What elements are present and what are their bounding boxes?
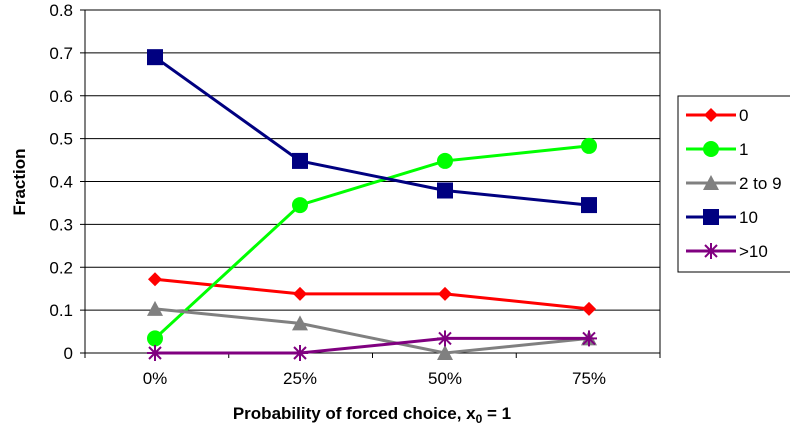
square-marker bbox=[437, 182, 453, 199]
star-marker bbox=[703, 243, 719, 259]
diamond-marker bbox=[438, 286, 452, 301]
axes: 0 0.1 0.2 0.3 0.4 0.5 0.6 0.7 0.8 0% 25% 50% 75% bbox=[49, 1, 661, 388]
star-stroke bbox=[582, 331, 596, 346]
square-marker bbox=[147, 49, 163, 66]
series-10 bbox=[147, 330, 597, 361]
legend-label: 1 bbox=[739, 140, 748, 159]
y-tick-label: 0.8 bbox=[49, 1, 73, 20]
y-tick-label: 0.5 bbox=[49, 130, 73, 149]
legend-item: >10 bbox=[686, 242, 768, 261]
legend-label: 2 to 9 bbox=[739, 174, 782, 193]
triangle-marker bbox=[147, 300, 163, 316]
x-tick-label: 75% bbox=[572, 369, 606, 388]
legend-item: 1 bbox=[686, 140, 748, 159]
legend-item: 0 bbox=[686, 106, 748, 125]
series-line bbox=[154, 55, 590, 207]
legend-item: 10 bbox=[686, 208, 758, 227]
diamond-marker bbox=[293, 286, 307, 301]
circle-marker bbox=[703, 141, 719, 157]
circle-marker bbox=[147, 330, 163, 347]
x-axis-title: Probability of forced choice, x0 = 1 bbox=[233, 404, 511, 426]
circle-marker bbox=[581, 137, 597, 154]
star-marker bbox=[581, 330, 597, 347]
y-tick-label: 0.1 bbox=[49, 301, 73, 320]
series-10 bbox=[147, 49, 597, 214]
x-axis-title-tail: = 1 bbox=[482, 404, 511, 423]
series-line bbox=[154, 277, 590, 311]
x-axis-title-main: Probability of forced choice, x bbox=[233, 404, 476, 423]
y-tick-label: 0.6 bbox=[49, 87, 73, 106]
series-line bbox=[154, 307, 590, 355]
star-stroke bbox=[293, 346, 307, 360]
series-layer bbox=[147, 49, 597, 361]
triangle-marker bbox=[703, 175, 719, 190]
y-tick-label: 0.2 bbox=[49, 258, 73, 277]
diamond-marker bbox=[704, 108, 718, 122]
legend-label: 0 bbox=[739, 106, 748, 125]
circle-marker bbox=[437, 152, 453, 169]
circle-marker bbox=[292, 197, 308, 214]
y-tick-label: 0 bbox=[64, 344, 73, 363]
legend-label: 10 bbox=[739, 208, 758, 227]
series-1 bbox=[147, 137, 597, 347]
y-tick-label: 0.3 bbox=[49, 215, 73, 234]
legend: 0 1 2 to 9 10 >10 bbox=[677, 95, 790, 273]
square-marker bbox=[581, 197, 597, 214]
y-axis-title: Fraction bbox=[10, 148, 29, 215]
series-2-to-9 bbox=[147, 300, 597, 360]
diamond-marker bbox=[582, 301, 596, 316]
star-marker bbox=[292, 345, 308, 361]
star-marker bbox=[147, 345, 163, 361]
x-tick-label: 50% bbox=[428, 369, 462, 388]
legend-item: 2 to 9 bbox=[686, 174, 782, 193]
triangle-marker bbox=[437, 345, 453, 360]
legend-label: >10 bbox=[739, 242, 768, 261]
square-marker bbox=[292, 152, 308, 169]
star-stroke bbox=[704, 244, 718, 258]
series-line bbox=[155, 336, 589, 355]
series-0 bbox=[148, 272, 596, 316]
star-stroke bbox=[438, 331, 452, 346]
star-stroke bbox=[148, 346, 162, 360]
x-tick-label: 0% bbox=[143, 369, 168, 388]
star-marker bbox=[437, 330, 453, 347]
gridlines bbox=[85, 52, 660, 311]
y-tick-label: 0.4 bbox=[49, 173, 73, 192]
x-axis-title-subscript: 0 bbox=[476, 412, 483, 426]
diamond-marker bbox=[148, 272, 162, 287]
series-line bbox=[153, 144, 590, 340]
x-tick-label: 25% bbox=[283, 369, 317, 388]
square-marker bbox=[703, 209, 719, 225]
triangle-marker bbox=[292, 315, 308, 331]
y-tick-label: 0.7 bbox=[49, 44, 73, 63]
